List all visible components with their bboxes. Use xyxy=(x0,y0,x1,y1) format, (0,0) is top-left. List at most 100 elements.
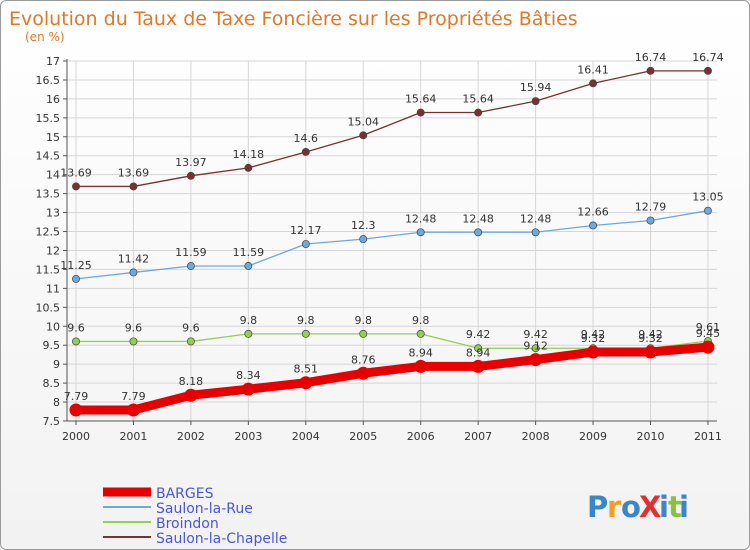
data-label: 13.05 xyxy=(692,191,724,204)
series-line-broindon xyxy=(76,333,709,349)
data-label: 8.94 xyxy=(466,346,491,359)
data-label: 16.41 xyxy=(577,63,609,76)
data-point xyxy=(186,262,195,270)
x-tick-label: 2002 xyxy=(177,430,205,443)
data-point xyxy=(241,382,255,396)
data-point xyxy=(414,359,428,373)
legend-label: BARGES xyxy=(156,486,214,502)
data-point xyxy=(529,353,543,367)
data-label: 9.32 xyxy=(638,332,663,345)
data-point xyxy=(701,340,715,354)
x-tick-label: 2000 xyxy=(62,430,90,443)
data-label: 9.32 xyxy=(581,332,606,345)
data-label: 12.48 xyxy=(520,212,552,225)
data-point xyxy=(474,228,483,237)
data-label: 8.18 xyxy=(179,375,204,388)
data-label: 8.94 xyxy=(408,346,433,359)
x-tick-label: 2006 xyxy=(407,430,435,443)
y-tick-label: 16.5 xyxy=(36,74,61,87)
data-label: 9.42 xyxy=(466,328,491,341)
x-tick-label: 2008 xyxy=(522,430,550,443)
data-point xyxy=(416,228,425,237)
data-label: 9.42 xyxy=(581,328,606,341)
data-point xyxy=(356,366,370,380)
data-label: 8.76 xyxy=(351,353,376,366)
svg-text:r: r xyxy=(607,490,622,524)
data-point xyxy=(299,376,313,390)
data-point xyxy=(646,66,655,75)
data-label: 8.34 xyxy=(236,369,261,382)
data-label: 13.69 xyxy=(118,166,150,179)
data-label: 11.42 xyxy=(118,252,150,265)
y-tick-label: 9 xyxy=(53,358,60,371)
chart-title: Evolution du Taux de Taxe Foncière sur l… xyxy=(9,8,578,30)
series-line-saulon-la-rue xyxy=(75,210,709,280)
data-point xyxy=(244,262,253,270)
data-point xyxy=(474,108,483,117)
data-label: 15.64 xyxy=(405,93,437,106)
svg-text:X: X xyxy=(639,490,661,524)
data-label: 8.51 xyxy=(294,363,319,376)
data-point xyxy=(531,228,540,237)
series-line-barges xyxy=(76,342,709,415)
chart-subtitle: (en %) xyxy=(25,30,65,44)
data-point xyxy=(129,268,138,277)
data-label: 12.79 xyxy=(635,201,667,214)
axes: 7.5 8 8.5 9 9.5 10 10.5 11 11.5 12 12.5 13 13.5 14 14.… xyxy=(36,55,722,443)
data-point xyxy=(644,345,657,359)
data-point xyxy=(72,274,80,283)
svg-text:o: o xyxy=(621,490,641,524)
y-tick-label: 10.5 xyxy=(36,301,61,314)
data-label: 13.69 xyxy=(60,166,92,179)
data-point xyxy=(586,345,600,359)
data-label: 15.94 xyxy=(520,81,552,94)
data-point xyxy=(531,97,540,106)
y-tick-label: 7.5 xyxy=(43,415,61,428)
data-point xyxy=(704,206,712,215)
data-point xyxy=(301,240,310,248)
data-point xyxy=(301,147,310,156)
data-point xyxy=(72,182,80,191)
data-label: 11.25 xyxy=(60,259,92,272)
data-label: 12.3 xyxy=(351,219,376,232)
series-line-saulon-la-chapelle xyxy=(76,70,708,188)
data-point xyxy=(359,329,368,338)
data-label: 9.8 xyxy=(240,314,258,327)
y-tick-label: 14 xyxy=(46,169,60,182)
data-point xyxy=(589,221,598,230)
x-tick-label: 2009 xyxy=(579,430,607,443)
data-point xyxy=(129,337,138,346)
data-label: 9.6 xyxy=(182,321,200,334)
y-tick-label: 15 xyxy=(46,131,60,144)
legend-label: Broindon xyxy=(156,516,219,532)
data-point xyxy=(359,235,368,244)
data-point xyxy=(589,79,598,88)
svg-text:i: i xyxy=(679,490,689,524)
y-tick-label: 8.5 xyxy=(43,377,61,390)
data-label: 9.42 xyxy=(638,328,663,341)
y-tick-label: 8 xyxy=(53,396,60,409)
x-tick-label: 2003 xyxy=(234,430,262,443)
data-label: 9.6 xyxy=(67,321,85,334)
data-point xyxy=(186,171,195,180)
data-label: 12.17 xyxy=(290,224,322,237)
data-label: 7.79 xyxy=(64,390,89,403)
data-point xyxy=(416,329,425,338)
legend-label: Saulon-la-Rue xyxy=(156,501,253,517)
x-tick-label: 2001 xyxy=(119,430,147,443)
y-tick-label: 13.5 xyxy=(36,188,61,201)
series-group xyxy=(69,66,715,417)
data-label: 14.6 xyxy=(294,132,319,145)
data-point xyxy=(244,329,253,338)
data-label: 12.48 xyxy=(405,212,437,225)
data-label: 13.97 xyxy=(175,156,207,169)
data-point xyxy=(474,344,483,353)
y-tick-label: 17 xyxy=(46,55,60,68)
data-label: 9.45 xyxy=(696,327,721,340)
proxiti-logo: P r o X i t i xyxy=(587,490,689,524)
data-label: 12.66 xyxy=(577,205,609,218)
x-tick-label: 2010 xyxy=(637,430,665,443)
x-tick-label: 2005 xyxy=(349,430,377,443)
y-tick-label: 15.5 xyxy=(36,112,61,125)
data-label: 16.74 xyxy=(635,51,667,64)
